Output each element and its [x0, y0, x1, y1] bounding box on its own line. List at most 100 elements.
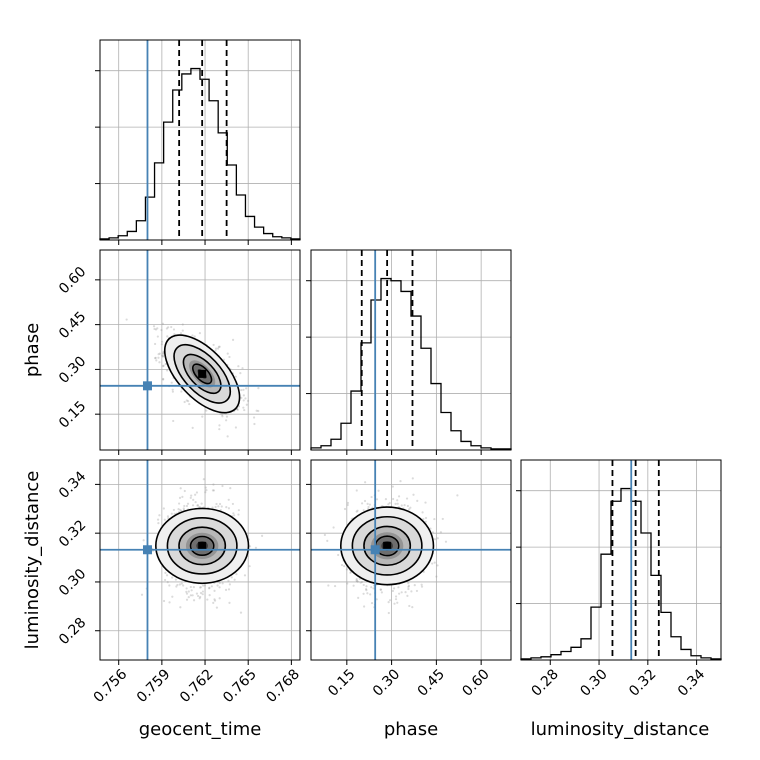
sample-point	[352, 584, 355, 587]
sample-point	[404, 590, 407, 594]
sample-point	[156, 327, 159, 330]
sample-point	[198, 332, 201, 335]
sample-point	[394, 595, 398, 598]
sample-point	[415, 589, 419, 593]
sample-point	[240, 388, 243, 392]
sample-point	[178, 583, 181, 586]
sample-point	[234, 426, 238, 429]
sample-point	[188, 402, 191, 406]
sample-point	[172, 419, 175, 423]
histogram-geocent_time	[99, 67, 301, 240]
panel-frame	[99, 39, 301, 241]
sample-point	[220, 413, 224, 416]
sample-point	[152, 325, 156, 328]
sample-point	[379, 588, 382, 591]
sample-point	[218, 345, 221, 348]
sample-point	[365, 589, 368, 592]
panel-luminosity_distance-luminosity_distance: 0.28 0.30 0.32 0.34	[516, 459, 722, 700]
sample-point	[391, 589, 395, 593]
density-peak	[198, 369, 207, 378]
sample-point	[196, 504, 200, 507]
panel-phase-phase	[306, 249, 512, 455]
sample-point	[186, 502, 190, 505]
contour-line-3	[155, 507, 250, 585]
sample-point	[375, 498, 379, 501]
sample-point	[224, 588, 228, 591]
sample-point	[198, 597, 201, 600]
truth-marker	[142, 381, 152, 391]
sample-point	[333, 584, 337, 588]
sample-point	[195, 491, 199, 494]
sample-point	[228, 601, 231, 605]
sample-point	[163, 578, 167, 582]
sample-point	[217, 347, 220, 350]
sample-point	[177, 508, 180, 511]
sample-point	[370, 601, 374, 605]
sample-point	[162, 352, 165, 355]
sample-point	[167, 326, 170, 329]
sample-point	[355, 489, 358, 492]
sample-point	[394, 598, 398, 601]
sample-point	[252, 416, 256, 419]
sample-point	[422, 517, 425, 521]
sample-point	[436, 564, 439, 567]
y-axis-label-luminosity_distance: luminosity_distance	[22, 471, 43, 650]
sample-point	[421, 511, 424, 514]
sample-point	[162, 377, 165, 381]
sample-point	[349, 571, 352, 574]
sample-point	[379, 588, 383, 591]
sample-point	[199, 586, 203, 589]
sample-point	[424, 501, 427, 504]
sample-point	[398, 592, 401, 595]
sample-point	[406, 594, 409, 597]
x-tick-label: 0.30	[370, 666, 403, 699]
sample-point	[182, 507, 185, 510]
sample-point	[345, 568, 348, 571]
sample-point	[394, 502, 397, 505]
sample-point	[369, 593, 372, 596]
sample-point	[413, 584, 416, 587]
sample-point	[160, 328, 163, 332]
sample-point	[327, 584, 330, 587]
sample-point	[208, 593, 211, 597]
sample-point	[185, 592, 189, 595]
sample-point	[244, 397, 247, 400]
x-tick-label: 0.34	[675, 666, 708, 699]
sample-point	[199, 595, 202, 599]
y-tick-label: 0.28	[56, 615, 89, 648]
sample-point	[366, 592, 369, 595]
sample-point	[196, 504, 199, 507]
x-tick-label: 0.60	[459, 666, 492, 699]
x-tick-label: 0.45	[415, 666, 448, 699]
sample-point	[363, 499, 367, 503]
sample-point	[424, 520, 427, 523]
sample-point	[185, 590, 188, 593]
histogram-phase	[310, 277, 512, 450]
sample-point	[157, 356, 160, 359]
sample-point	[186, 399, 190, 403]
sample-point	[200, 502, 203, 505]
truth-marker	[142, 545, 152, 555]
sample-point	[165, 327, 169, 330]
sample-point	[192, 586, 195, 589]
sample-point	[218, 424, 221, 427]
sample-point	[360, 580, 364, 584]
x-tick-label: 0.759	[134, 666, 174, 706]
sample-point	[215, 606, 219, 609]
sample-point	[218, 586, 221, 589]
sample-point	[245, 403, 248, 406]
sample-point	[356, 580, 359, 583]
panel-luminosity_distance-geocent_time: 0.28 0.30 0.32 0.34 0.756 0.759 0.762 0.765 0.76…	[56, 459, 303, 706]
sample-point	[340, 563, 344, 567]
sample-point	[431, 531, 435, 534]
sample-point	[166, 581, 169, 584]
sample-point	[231, 502, 234, 506]
x-axis-label-geocent_time: geocent_time	[139, 719, 262, 740]
sample-point	[189, 496, 192, 499]
sample-point	[257, 409, 260, 413]
sample-point	[406, 504, 409, 508]
sample-point	[142, 539, 145, 542]
sample-point	[236, 408, 239, 412]
sample-point	[189, 594, 192, 597]
sample-point	[332, 526, 335, 529]
